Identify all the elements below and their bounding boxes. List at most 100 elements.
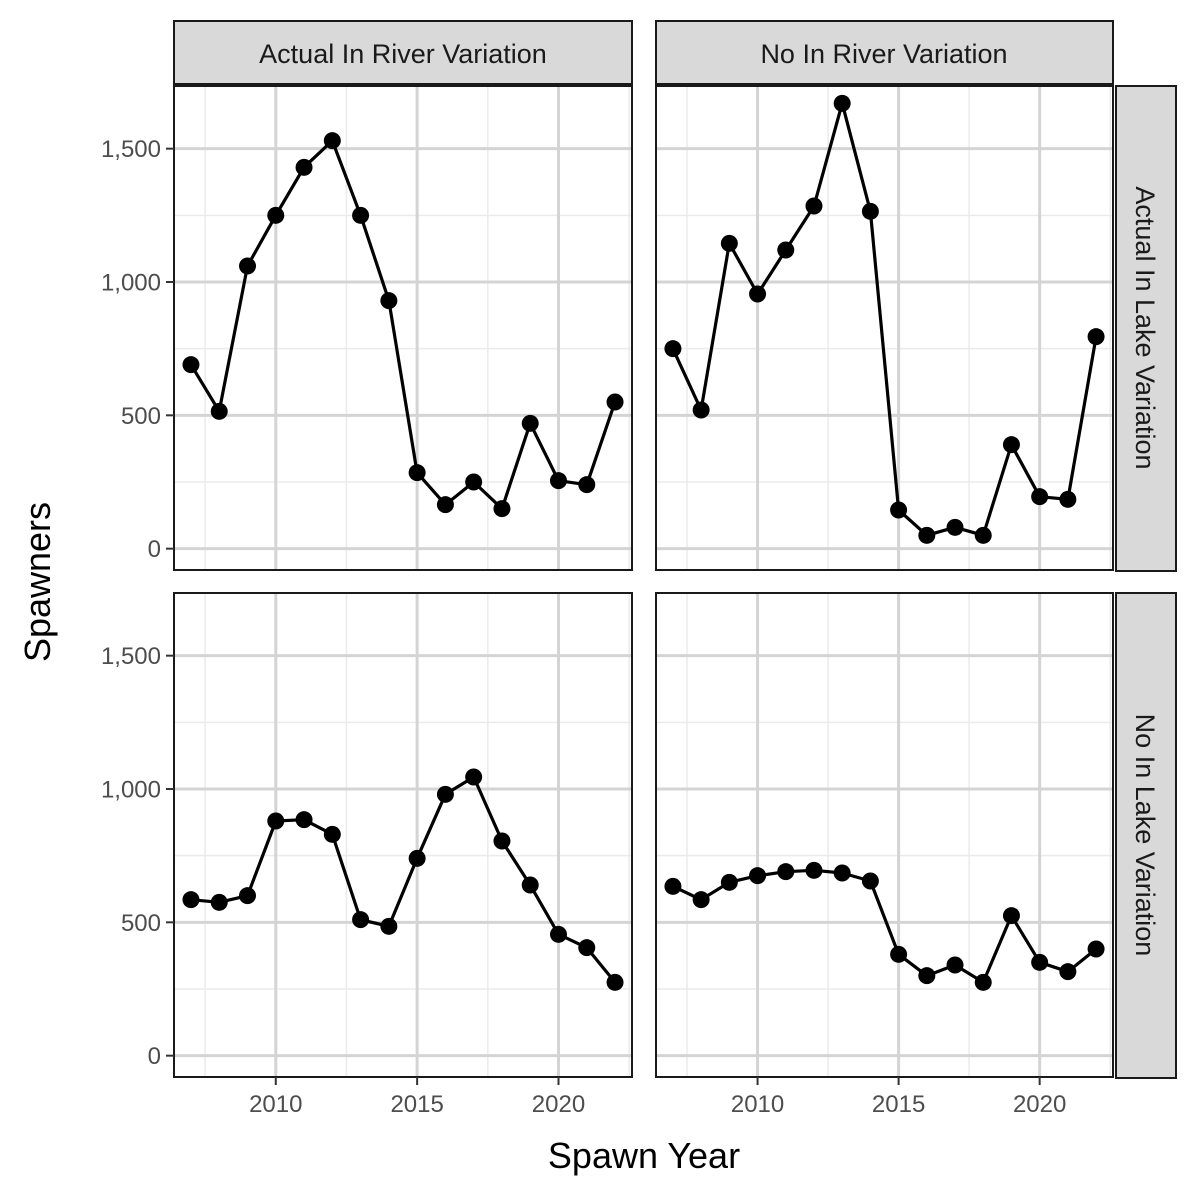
x-tick-label: 2020	[1013, 1091, 1066, 1118]
x-tick-label: 2010	[731, 1091, 784, 1118]
data-point	[664, 877, 682, 895]
panel-border	[173, 85, 633, 571]
data-point	[465, 768, 483, 786]
data-point	[182, 356, 200, 374]
series-line	[190, 775, 617, 984]
data-point	[578, 476, 596, 494]
data-point	[720, 873, 738, 891]
y-tick-label: 1,000	[101, 270, 161, 297]
data-point	[1059, 490, 1077, 508]
data-point	[974, 526, 992, 544]
data-point	[436, 785, 454, 803]
data-point	[861, 872, 879, 890]
data-point	[749, 285, 767, 303]
data-point	[918, 967, 936, 985]
data-point	[861, 202, 879, 220]
data-point	[239, 257, 257, 275]
series-line	[671, 101, 1098, 537]
x-axis-title: Spawn Year	[548, 1135, 740, 1176]
data-point	[295, 158, 313, 176]
column-strip-2-box	[655, 20, 1114, 85]
data-point	[210, 893, 228, 911]
data-point	[606, 973, 624, 991]
row-strip-1-box	[1115, 85, 1177, 572]
y-tick-label: 0	[148, 1043, 161, 1070]
x-tick-label: 2015	[390, 1091, 443, 1118]
x-tick-label: 2015	[872, 1091, 925, 1118]
panel-grid	[656, 593, 1113, 1077]
panel-grid	[174, 593, 632, 1077]
row-strip-2-label: No In Lake Variation	[1130, 714, 1160, 957]
series-line	[189, 139, 617, 511]
y-tick-label: 1,500	[101, 136, 161, 163]
panel-border	[655, 85, 1114, 571]
data-point	[1031, 488, 1049, 506]
data-point	[974, 973, 992, 991]
row-strip-1-label: Actual In Lake Variation	[1130, 186, 1160, 469]
data-point	[1059, 963, 1077, 981]
data-point	[408, 464, 426, 482]
data-point	[664, 340, 682, 358]
data-point	[1087, 940, 1105, 958]
data-point	[918, 526, 936, 544]
column-strip-1-box	[173, 20, 633, 85]
data-point	[549, 472, 567, 490]
data-point	[692, 401, 710, 419]
data-point	[833, 94, 851, 112]
data-point	[521, 876, 539, 894]
y-tick-label: 500	[121, 403, 161, 430]
data-point	[749, 867, 767, 885]
x-tick-label: 2020	[532, 1091, 585, 1118]
data-point	[267, 812, 285, 830]
data-point	[805, 861, 823, 879]
panel-grid	[656, 86, 1113, 570]
data-point	[239, 887, 257, 905]
data-point	[777, 241, 795, 259]
y-tick-label: 1,000	[101, 777, 161, 804]
data-point	[1031, 953, 1049, 971]
data-point	[1002, 907, 1020, 925]
data-point	[465, 473, 483, 491]
data-point	[352, 206, 370, 224]
data-point	[323, 825, 341, 843]
panel-4	[655, 592, 1114, 1078]
data-point	[805, 197, 823, 215]
panel-border	[173, 592, 633, 1078]
data-point	[408, 849, 426, 867]
data-point	[493, 500, 511, 518]
data-point	[521, 414, 539, 432]
column-strips: Actual In River Variation No In River Va…	[173, 20, 1114, 85]
data-point	[549, 925, 567, 943]
data-point	[352, 911, 370, 929]
data-point	[890, 501, 908, 519]
column-strip-1-label: Actual In River Variation	[259, 39, 547, 69]
data-point	[777, 863, 795, 881]
data-point	[295, 811, 313, 829]
panel-2	[655, 85, 1114, 571]
y-axes: 0 500 1,000 1,500 0 500 1,000 1,500	[101, 136, 174, 1070]
data-point	[692, 891, 710, 909]
column-strip-2-label: No In River Variation	[760, 39, 1007, 69]
panel-1	[173, 85, 633, 571]
data-point	[946, 518, 964, 536]
data-point	[720, 234, 738, 252]
data-point	[833, 864, 851, 882]
data-point	[182, 891, 200, 909]
row-strip-2-box	[1115, 592, 1177, 1079]
data-point	[1087, 328, 1105, 346]
panel-grid	[174, 86, 632, 570]
series-line	[672, 868, 1098, 984]
y-tick-label: 0	[148, 536, 161, 563]
data-point	[380, 292, 398, 310]
x-tick-label: 2010	[249, 1091, 302, 1118]
data-point	[578, 939, 596, 957]
y-axis-title: Spawners	[17, 502, 58, 662]
data-point	[267, 206, 285, 224]
panel-border	[655, 592, 1114, 1078]
data-point	[606, 393, 624, 411]
data-point	[380, 917, 398, 935]
row-strips: Actual In Lake Variation No In Lake Vari…	[1115, 85, 1177, 1079]
data-point	[1002, 436, 1020, 454]
